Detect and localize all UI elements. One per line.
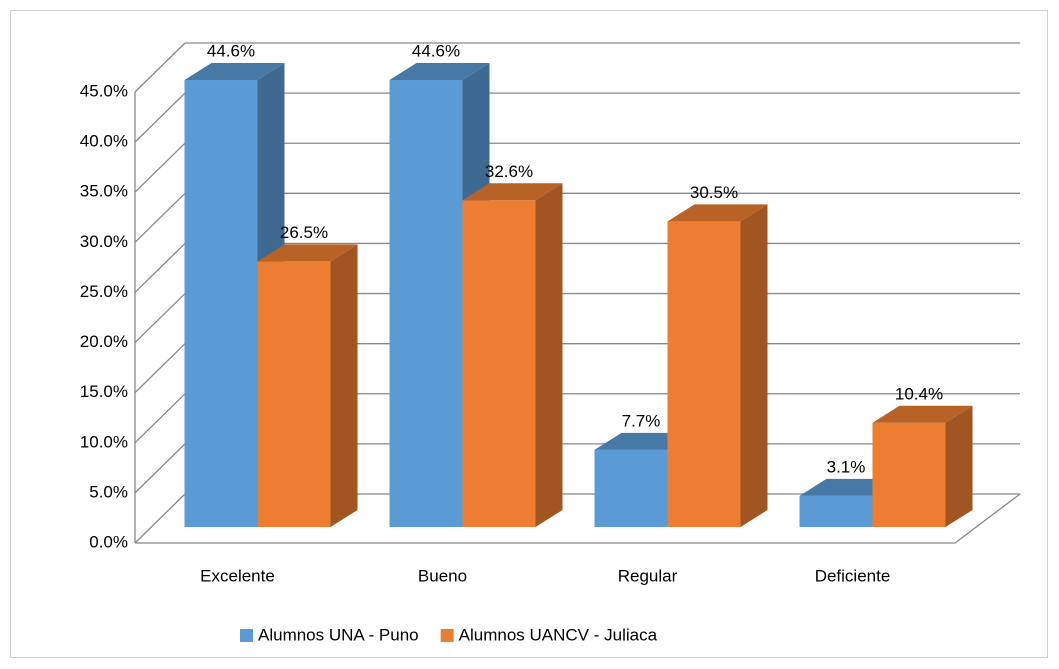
bar-top <box>257 244 358 262</box>
y-tick-label: 35.0% <box>80 182 128 201</box>
value-label: 32.6% <box>485 162 533 181</box>
grid-line <box>134 142 186 193</box>
y-tick-label: 45.0% <box>80 81 128 100</box>
y-tick-label: 0.0% <box>89 532 128 551</box>
bar-top <box>667 204 768 222</box>
bar-front <box>872 422 946 527</box>
grid-line <box>134 343 186 394</box>
value-label: 26.5% <box>280 223 328 242</box>
x-tick-label: Excelente <box>200 566 275 585</box>
x-tick-label: Bueno <box>418 566 467 585</box>
legend-label: Alumnos UNA - Puno <box>258 625 419 644</box>
y-tick-label: 25.0% <box>80 282 128 301</box>
grid-line <box>134 242 186 293</box>
value-label: 3.1% <box>827 457 866 476</box>
bar-front <box>184 80 258 528</box>
legend-swatch <box>440 629 454 642</box>
bar-top <box>872 405 973 423</box>
value-label: 44.6% <box>207 41 255 60</box>
bar-front <box>257 261 331 527</box>
value-label: 30.5% <box>690 183 738 202</box>
grid-line <box>134 192 186 243</box>
legend-label: Alumnos UANCV - Juliaca <box>459 625 658 644</box>
bar-front <box>667 221 741 528</box>
bar-side <box>535 183 563 527</box>
bar-side <box>740 204 768 528</box>
value-label: 10.4% <box>895 384 943 403</box>
bar-top <box>462 183 563 201</box>
grid-line <box>134 393 186 444</box>
y-tick-label: 20.0% <box>80 332 128 351</box>
legend-swatch <box>240 629 253 642</box>
y-tick-label: 10.0% <box>80 432 128 451</box>
bar-front <box>462 200 536 527</box>
x-tick-label: Deficiente <box>815 566 891 585</box>
bar-front <box>389 80 463 528</box>
x-tick-label: Regular <box>618 566 678 585</box>
bar-top <box>184 63 285 81</box>
grid-line <box>134 493 186 544</box>
bar-side <box>945 405 973 527</box>
bar-top <box>389 63 490 81</box>
y-tick-label: 30.0% <box>80 232 128 251</box>
floor-edge <box>135 493 1021 544</box>
y-tick-label: 5.0% <box>89 482 128 501</box>
grid-line <box>134 42 186 93</box>
grid-line <box>134 293 186 344</box>
value-label: 7.7% <box>622 411 661 430</box>
bar-front <box>799 495 873 527</box>
grid-line <box>134 443 186 494</box>
y-tick-label: 15.0% <box>80 382 128 401</box>
y-tick-label: 40.0% <box>80 132 128 151</box>
grid-line <box>134 92 186 143</box>
value-label: 44.6% <box>412 41 460 60</box>
bar-front <box>594 449 668 527</box>
bar-side <box>330 244 358 527</box>
